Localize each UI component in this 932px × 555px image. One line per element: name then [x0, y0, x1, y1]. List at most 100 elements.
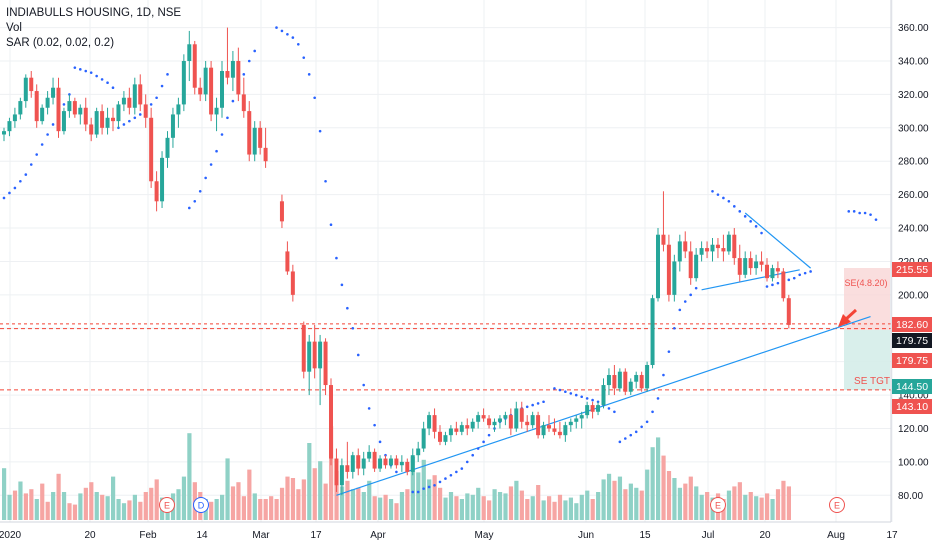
candle-body	[601, 385, 606, 406]
volume-bar	[132, 494, 137, 520]
candle-body	[372, 451, 377, 469]
sar-dot	[297, 42, 300, 46]
candle-body	[732, 234, 737, 259]
time-tick-label: Apr	[370, 530, 386, 541]
candle-body	[541, 425, 546, 436]
candles	[2, 27, 791, 496]
sar-dot	[275, 26, 278, 29]
candle-body	[432, 415, 437, 432]
sar-dot	[809, 270, 812, 273]
candle-body	[7, 121, 12, 132]
sar-dot	[138, 113, 142, 116]
candle-body	[367, 451, 372, 459]
earnings-marker	[159, 497, 175, 513]
sar-label[interactable]: SAR (0.02, 0.02, 0.2)	[6, 37, 115, 49]
volume-bar	[530, 496, 535, 520]
event-marker-label: E	[715, 501, 721, 511]
volume-bar	[645, 469, 650, 520]
sar-dot	[798, 273, 801, 277]
volume-bar	[241, 496, 246, 520]
sar-dot	[24, 173, 28, 176]
candle-body	[470, 421, 475, 429]
volume-bar	[405, 489, 410, 520]
sar-dot	[280, 29, 284, 33]
candle-body	[688, 251, 693, 279]
candle-body	[176, 104, 181, 115]
volume-label[interactable]: Vol	[6, 22, 22, 34]
volume-bar	[617, 476, 623, 520]
volume-bar	[83, 487, 88, 520]
candle-body	[454, 428, 459, 432]
volume-bar	[307, 443, 312, 520]
volume-bar	[650, 447, 655, 520]
sar-dot	[2, 196, 6, 200]
sar-dot	[662, 373, 665, 377]
volume-bar	[29, 489, 34, 520]
volume-bar	[743, 494, 748, 520]
sar-dot	[673, 326, 676, 330]
sar-dot	[411, 490, 415, 494]
target-zone	[844, 330, 890, 390]
volume-bar	[770, 499, 775, 520]
volume-bar	[301, 479, 306, 520]
volume-bar	[514, 480, 519, 520]
sar-dot	[378, 440, 382, 444]
candle-body	[170, 114, 175, 138]
candle-body	[209, 67, 214, 115]
sar-dot	[155, 96, 158, 100]
sar-dot	[160, 84, 164, 88]
price-tick-label: 320.00	[898, 90, 929, 101]
candle-body	[339, 465, 344, 486]
volume-bar	[754, 496, 759, 520]
sar-dot	[356, 353, 360, 357]
candle-body	[285, 251, 290, 272]
sar-dot	[373, 423, 376, 427]
candle-body	[394, 458, 399, 466]
volume-bar	[481, 496, 486, 520]
candle-body	[61, 111, 66, 132]
sar-dot	[749, 220, 752, 223]
sar-dot	[220, 133, 224, 136]
candle-body	[258, 127, 263, 148]
sar-dot	[607, 407, 611, 410]
volume-bar	[623, 489, 628, 520]
sar-dot	[618, 440, 622, 444]
sar-dot	[629, 433, 633, 437]
volume-bar	[269, 496, 274, 520]
volume-bar	[590, 499, 595, 520]
candle-body	[72, 101, 77, 115]
candle-body	[661, 234, 666, 245]
volume-bar	[492, 489, 497, 520]
volume-bar	[683, 483, 688, 520]
candle-body	[765, 264, 769, 279]
sar-dot	[727, 200, 731, 203]
volume-bar	[105, 496, 110, 520]
time-tick-label: Jul	[702, 530, 715, 541]
chart-legend: INDIABULLS HOUSING, 1D, NSE Vol SAR (0.0…	[6, 6, 181, 51]
sar-dot	[335, 256, 338, 260]
candle-body	[187, 44, 192, 61]
sar-dot	[149, 103, 153, 106]
sar-dot	[231, 99, 235, 103]
candle-body	[699, 248, 704, 255]
sar-dot	[62, 103, 66, 106]
sar-dot	[73, 66, 77, 69]
volume-bar	[601, 479, 606, 520]
candle-body	[775, 268, 780, 272]
stop-zone	[844, 268, 890, 330]
volume-bar	[236, 482, 241, 520]
sar-dot	[733, 205, 736, 208]
sar-dot	[449, 473, 453, 477]
candle-body	[754, 261, 759, 269]
sar-dot	[651, 410, 654, 414]
symbol-title[interactable]: INDIABULLS HOUSING, 1D, NSE	[6, 7, 182, 19]
sar-dot	[536, 402, 540, 405]
time-tick-label: 20	[84, 530, 96, 541]
sar-dot	[362, 383, 366, 387]
volume-bar	[781, 480, 786, 520]
sar-dot	[188, 206, 191, 210]
target-label: SE TGT	[854, 376, 890, 387]
candle-body	[121, 97, 126, 105]
